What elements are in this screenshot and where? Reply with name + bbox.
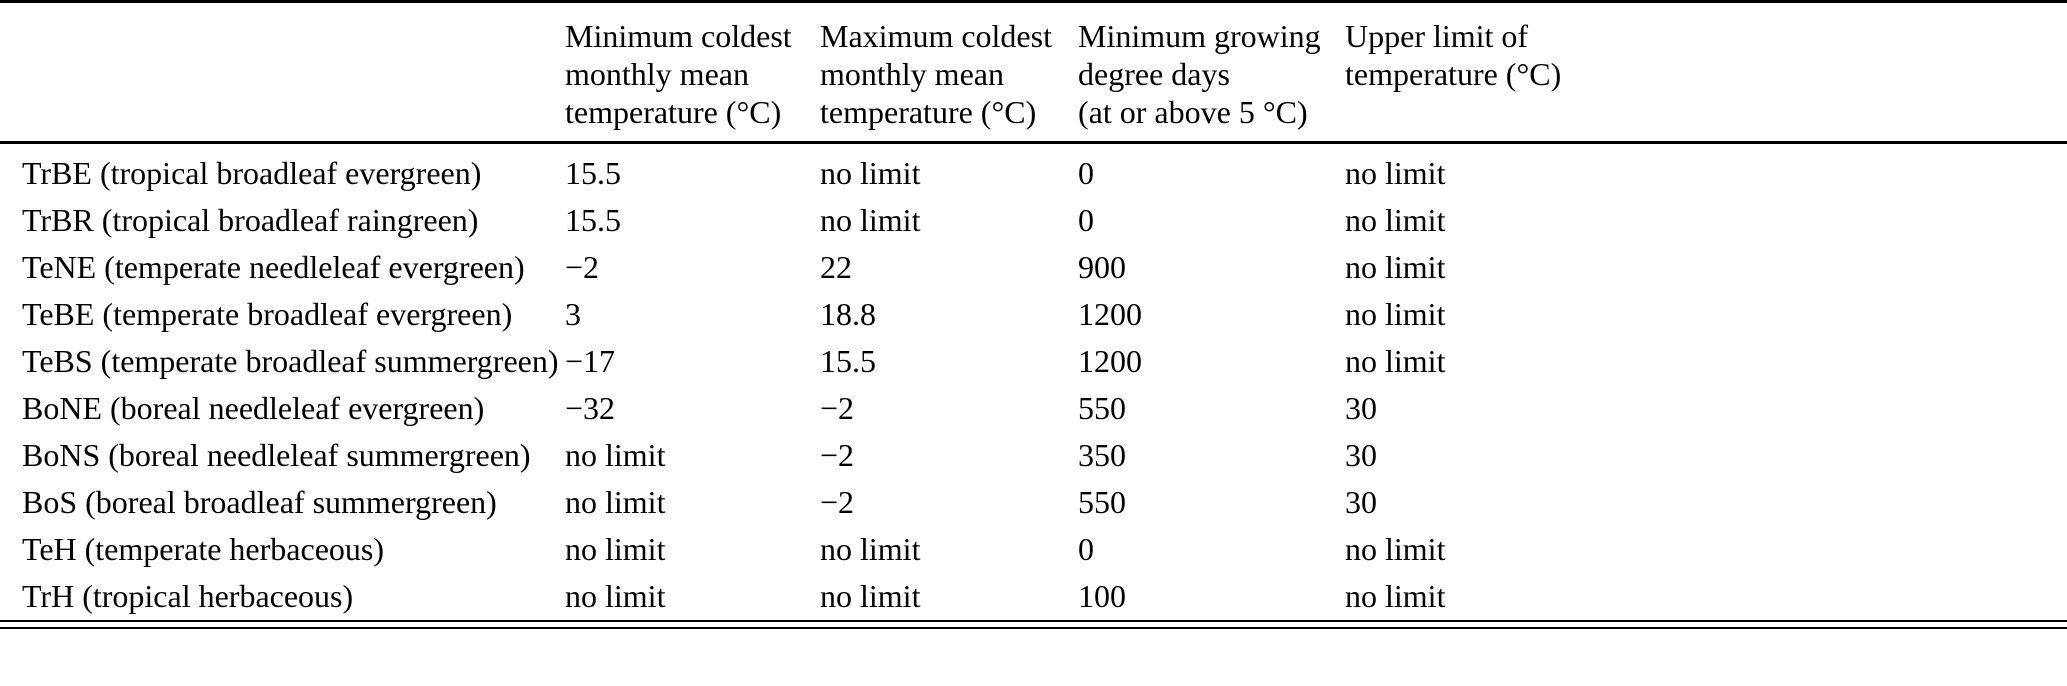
table-row: BoS (boreal broadleaf summergreen) no lim…: [0, 479, 2067, 526]
cell-min-growing-degree-days: 1200: [1078, 343, 1142, 379]
cell-max-coldest-monthly-mean-temperature: no limit: [820, 155, 921, 191]
cell-max-coldest-monthly-mean-temperature: 18.8: [820, 296, 876, 332]
cell-upper-limit-of-temperature: 30: [1345, 484, 1377, 520]
cell-upper-limit-of-temperature: no limit: [1345, 202, 1446, 238]
cell-max-coldest-monthly-mean-temperature: no limit: [820, 531, 921, 567]
table-row: TrH (tropical herbaceous) no limit no limi…: [0, 573, 2067, 620]
cell-max-coldest-monthly-mean-temperature: 22: [820, 249, 852, 285]
cell-min-growing-degree-days: 1200: [1078, 296, 1142, 332]
pft-label: BoS (boreal broadleaf summergreen): [22, 484, 497, 520]
cell-max-coldest-monthly-mean-temperature: no limit: [820, 202, 921, 238]
cell-upper-limit-of-temperature: 30: [1345, 437, 1377, 473]
cell-min-growing-degree-days: 350: [1078, 437, 1126, 473]
column-header-min-coldest-monthly-mean-temperature: Minimum coldest monthly mean temperature (…: [565, 3, 820, 144]
table-bottom-rule-inner: [0, 627, 2067, 629]
table-row: TeBE (temperate broadleaf evergreen) 3 18.…: [0, 291, 2067, 338]
cell-max-coldest-monthly-mean-temperature: −2: [820, 484, 855, 520]
column-header-max-coldest-monthly-mean-temperature: Maximum coldest monthly mean temperature (…: [820, 3, 1078, 144]
cell-min-growing-degree-days: 100: [1078, 578, 1126, 614]
cell-upper-limit-of-temperature: 30: [1345, 390, 1377, 426]
cell-max-coldest-monthly-mean-temperature: 15.5: [820, 343, 876, 379]
pft-label: BoNE (boreal needleleaf evergreen): [22, 390, 485, 426]
table-top-rule: [0, 0, 2067, 3]
cell-min-growing-degree-days: 0: [1078, 531, 1094, 567]
cell-min-coldest-monthly-mean-temperature: no limit: [565, 437, 666, 473]
table-header: Minimum coldest monthly mean temperature (…: [0, 3, 2067, 144]
table-row: TeBS (temperate broadleaf summergreen) −1…: [0, 338, 2067, 385]
cell-upper-limit-of-temperature: no limit: [1345, 296, 1446, 332]
table-row: BoNE (boreal needleleaf evergreen) −32 −2 5…: [0, 385, 2067, 432]
cell-max-coldest-monthly-mean-temperature: no limit: [820, 578, 921, 614]
pft-bioclimatic-limits-table: Minimum coldest monthly mean temperature (…: [0, 3, 2067, 620]
table-bottom-rule-outer: [0, 620, 2067, 622]
column-header-pft: [0, 3, 565, 144]
pft-label: TeBE (temperate broadleaf evergreen): [22, 296, 513, 332]
cell-min-coldest-monthly-mean-temperature: 3: [565, 296, 581, 332]
cell-min-growing-degree-days: 0: [1078, 202, 1094, 238]
pft-label: TrBE (tropical broadleaf evergreen): [22, 155, 482, 191]
cell-min-growing-degree-days: 0: [1078, 155, 1094, 191]
table-row: BoNS (boreal needleleaf summergreen) no l…: [0, 432, 2067, 479]
cell-min-coldest-monthly-mean-temperature: 15.5: [565, 155, 621, 191]
cell-upper-limit-of-temperature: no limit: [1345, 531, 1446, 567]
table-body: TrBE (tropical broadleaf evergreen) 15.5 n…: [0, 143, 2067, 621]
cell-min-coldest-monthly-mean-temperature: no limit: [565, 484, 666, 520]
column-header-min-growing-degree-days: Minimum growing degree days (at or above 5…: [1078, 3, 1345, 144]
column-header-upper-limit-of-temperature: Upper limit of temperature (°C): [1345, 3, 2067, 144]
pft-label: BoNS (boreal needleleaf summergreen): [22, 437, 531, 473]
pft-label: TeNE (temperate needleleaf evergreen): [22, 249, 525, 285]
cell-min-coldest-monthly-mean-temperature: 15.5: [565, 202, 621, 238]
table-row: TrBE (tropical broadleaf evergreen) 15.5 n…: [0, 143, 2067, 198]
cell-max-coldest-monthly-mean-temperature: −2: [820, 437, 855, 473]
cell-upper-limit-of-temperature: no limit: [1345, 155, 1446, 191]
pft-label: TrH (tropical herbaceous): [22, 578, 354, 614]
cell-min-coldest-monthly-mean-temperature: −17: [565, 343, 616, 379]
cell-min-coldest-monthly-mean-temperature: −2: [565, 249, 600, 285]
cell-min-growing-degree-days: 550: [1078, 484, 1126, 520]
table-header-row: Minimum coldest monthly mean temperature (…: [0, 3, 2067, 144]
cell-min-growing-degree-days: 900: [1078, 249, 1126, 285]
pft-label: TeBS (temperate broadleaf summergreen): [22, 343, 559, 379]
cell-upper-limit-of-temperature: no limit: [1345, 249, 1446, 285]
cell-min-growing-degree-days: 550: [1078, 390, 1126, 426]
cell-min-coldest-monthly-mean-temperature: −32: [565, 390, 616, 426]
table-row: TrBR (tropical broadleaf raingreen) 15.5 n…: [0, 197, 2067, 244]
pft-label: TrBR (tropical broadleaf raingreen): [22, 202, 479, 238]
pft-label: TeH (temperate herbaceous): [22, 531, 384, 567]
cell-upper-limit-of-temperature: no limit: [1345, 343, 1446, 379]
cell-min-coldest-monthly-mean-temperature: no limit: [565, 531, 666, 567]
cell-min-coldest-monthly-mean-temperature: no limit: [565, 578, 666, 614]
table-row: TeH (temperate herbaceous) no limit no lim…: [0, 526, 2067, 573]
table-row: TeNE (temperate needleleaf evergreen) −2 2…: [0, 244, 2067, 291]
cell-max-coldest-monthly-mean-temperature: −2: [820, 390, 855, 426]
cell-upper-limit-of-temperature: no limit: [1345, 578, 1446, 614]
